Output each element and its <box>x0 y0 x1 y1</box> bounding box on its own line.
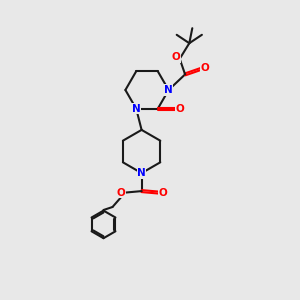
Text: O: O <box>176 104 185 114</box>
Text: O: O <box>159 188 168 198</box>
Text: N: N <box>164 85 173 95</box>
Text: O: O <box>116 188 125 198</box>
Text: O: O <box>171 52 180 62</box>
Text: N: N <box>137 168 146 178</box>
Text: O: O <box>200 63 209 74</box>
Text: N: N <box>132 104 141 114</box>
